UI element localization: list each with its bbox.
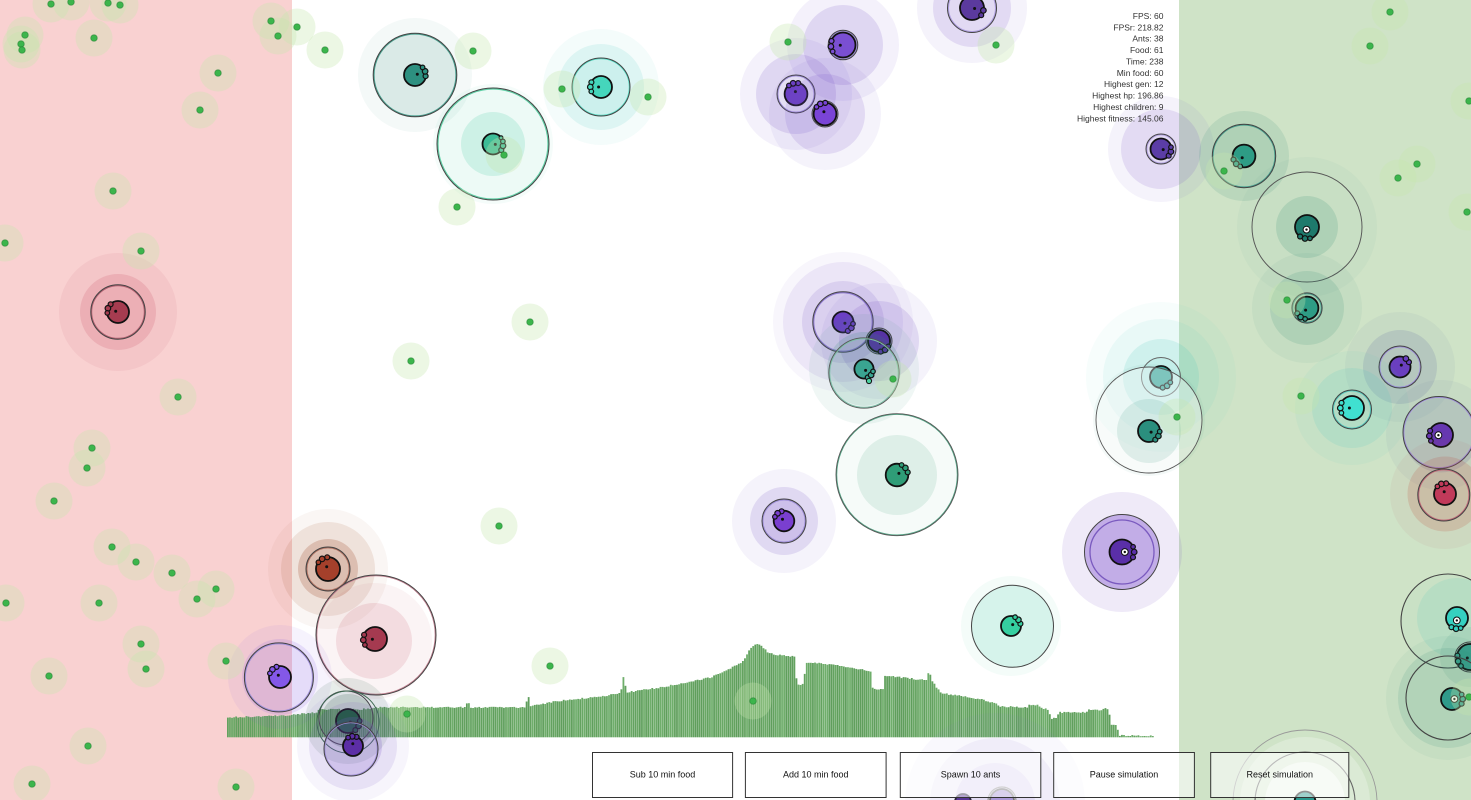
svg-text:Time: 238: Time: 238 (1126, 57, 1164, 67)
svg-text:Reset simulation: Reset simulation (1247, 770, 1314, 780)
svg-text:Sub 10 min food: Sub 10 min food (630, 770, 696, 780)
svg-text:Ants: 38: Ants: 38 (1132, 34, 1163, 44)
svg-text:Highest gen: 12: Highest gen: 12 (1104, 79, 1164, 89)
svg-text:FPS: 60: FPS: 60 (1133, 11, 1164, 21)
svg-text:Add 10 min food: Add 10 min food (783, 770, 849, 780)
svg-text:Pause simulation: Pause simulation (1090, 770, 1159, 780)
svg-text:Spawn 10 ants: Spawn 10 ants (941, 770, 1001, 780)
svg-text:Min food: 60: Min food: 60 (1117, 68, 1164, 78)
svg-text:FPSr: 218.82: FPSr: 218.82 (1113, 22, 1163, 32)
svg-text:Highest hp: 196.86: Highest hp: 196.86 (1092, 91, 1164, 101)
svg-text:Food: 61: Food: 61 (1130, 45, 1164, 55)
svg-text:Highest children: 9: Highest children: 9 (1093, 102, 1164, 112)
svg-text:Highest fitness: 145.06: Highest fitness: 145.06 (1077, 113, 1164, 123)
